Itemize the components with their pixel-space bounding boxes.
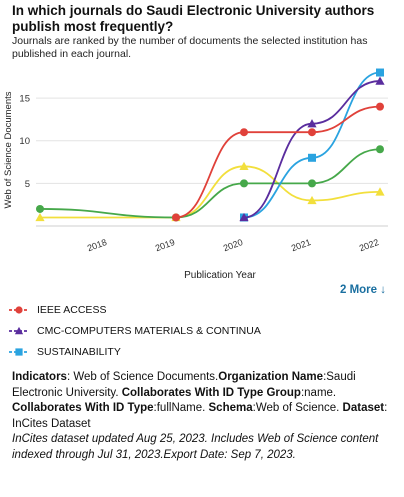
x-tick-label-2: 2020 <box>222 237 244 253</box>
data-point-0-3 <box>240 128 248 137</box>
schema-label: Schema <box>208 402 253 414</box>
page-subtitle: Journals are ranked by the number of doc… <box>12 35 368 60</box>
y-axis-label: Web of Science Documents <box>3 91 14 208</box>
data-point-3-0 <box>36 204 44 213</box>
series-line-0 <box>175 105 381 219</box>
data-point-0-4 <box>308 128 316 137</box>
series-line-3 <box>39 148 381 219</box>
x-tick-label-3: 2021 <box>290 237 312 253</box>
dataset-label: Dataset <box>342 402 385 414</box>
data-point-4-3 <box>239 161 249 170</box>
legend-item-0[interactable]: IEEE ACCESS <box>8 299 388 320</box>
legend-item-2[interactable]: SUSTAINABILITY <box>8 341 388 362</box>
collab-type-label: Collaborates With ID Type <box>12 402 154 414</box>
indicators-label: Indicators <box>12 371 67 383</box>
legend-label-1: CMC-COMPUTERS MATERIALS & CONTINUA <box>37 324 261 337</box>
data-point-4-5 <box>375 187 385 196</box>
x-tick-label-0: 2018 <box>86 237 108 253</box>
collab-type-value: :fullName. <box>153 402 209 414</box>
dataset-meta: InCites dataset updated Aug 25, 2023. In… <box>12 433 379 461</box>
org-label: Organization Name <box>218 371 324 383</box>
legend-label-0: IEEE ACCESS <box>37 303 107 316</box>
page-title: In which journals do Saudi Electronic Un… <box>12 3 375 34</box>
line-chart: 5 10 15 2018 2019 2020 2021 2022 Web of Science … <box>3 68 388 281</box>
data-point-4-4 <box>307 195 317 205</box>
legend-marker-2 <box>9 347 29 356</box>
series-4 <box>35 161 385 222</box>
collab-group-label: Collaborates With ID Type Group <box>121 386 301 399</box>
legend-marker-1 <box>9 326 29 334</box>
x-tick-label-4: 2022 <box>358 237 380 253</box>
data-point-4-0 <box>35 212 45 222</box>
legend-label-2: SUSTAINABILITY <box>37 345 121 358</box>
y-tick-label-2: 15 <box>19 94 30 105</box>
x-axis-label: Publication Year <box>184 270 256 281</box>
legend-symbol-1 <box>14 326 24 334</box>
chart-legend: IEEE ACCESS CMC-COMPUTERS MATERIALS & CO… <box>8 299 388 362</box>
y-tick-label-1: 10 <box>19 136 30 147</box>
data-point-2-5 <box>376 68 384 77</box>
data-point-3-3 <box>240 179 248 188</box>
series-1 <box>239 76 385 222</box>
more-series-link[interactable]: 2 More ↓ <box>339 284 386 296</box>
data-point-2-4 <box>308 153 316 162</box>
data-point-1-4 <box>307 119 317 128</box>
schema-value: :Web of Science. <box>252 402 343 414</box>
data-point-1-5 <box>375 76 385 85</box>
x-tick-label-1: 2019 <box>154 237 176 253</box>
data-point-3-4 <box>308 179 316 188</box>
data-point-1-3 <box>239 212 249 222</box>
collab-group-value: :name. <box>300 386 337 399</box>
series-line-2 <box>243 71 381 219</box>
org-value: :Saudi Electronic University. <box>12 371 356 399</box>
dataset-value: : InCites Dataset <box>12 402 388 430</box>
info-block: Indicators: Web of Science Documents.Org… <box>12 370 397 463</box>
data-point-0-5 <box>376 102 384 111</box>
legend-symbol-2 <box>15 347 23 356</box>
legend-item-1[interactable]: CMC-COMPUTERS MATERIALS & CONTINUA <box>8 320 388 341</box>
indicators-value: : Web of Science Documents. <box>66 371 219 383</box>
data-point-0-2 <box>172 213 180 222</box>
legend-symbol-0 <box>15 305 23 314</box>
series-0 <box>172 102 384 222</box>
series-line-4 <box>39 165 381 219</box>
legend-marker-0 <box>9 305 29 314</box>
y-tick-label-0: 5 <box>25 179 30 190</box>
data-point-3-5 <box>376 145 384 154</box>
